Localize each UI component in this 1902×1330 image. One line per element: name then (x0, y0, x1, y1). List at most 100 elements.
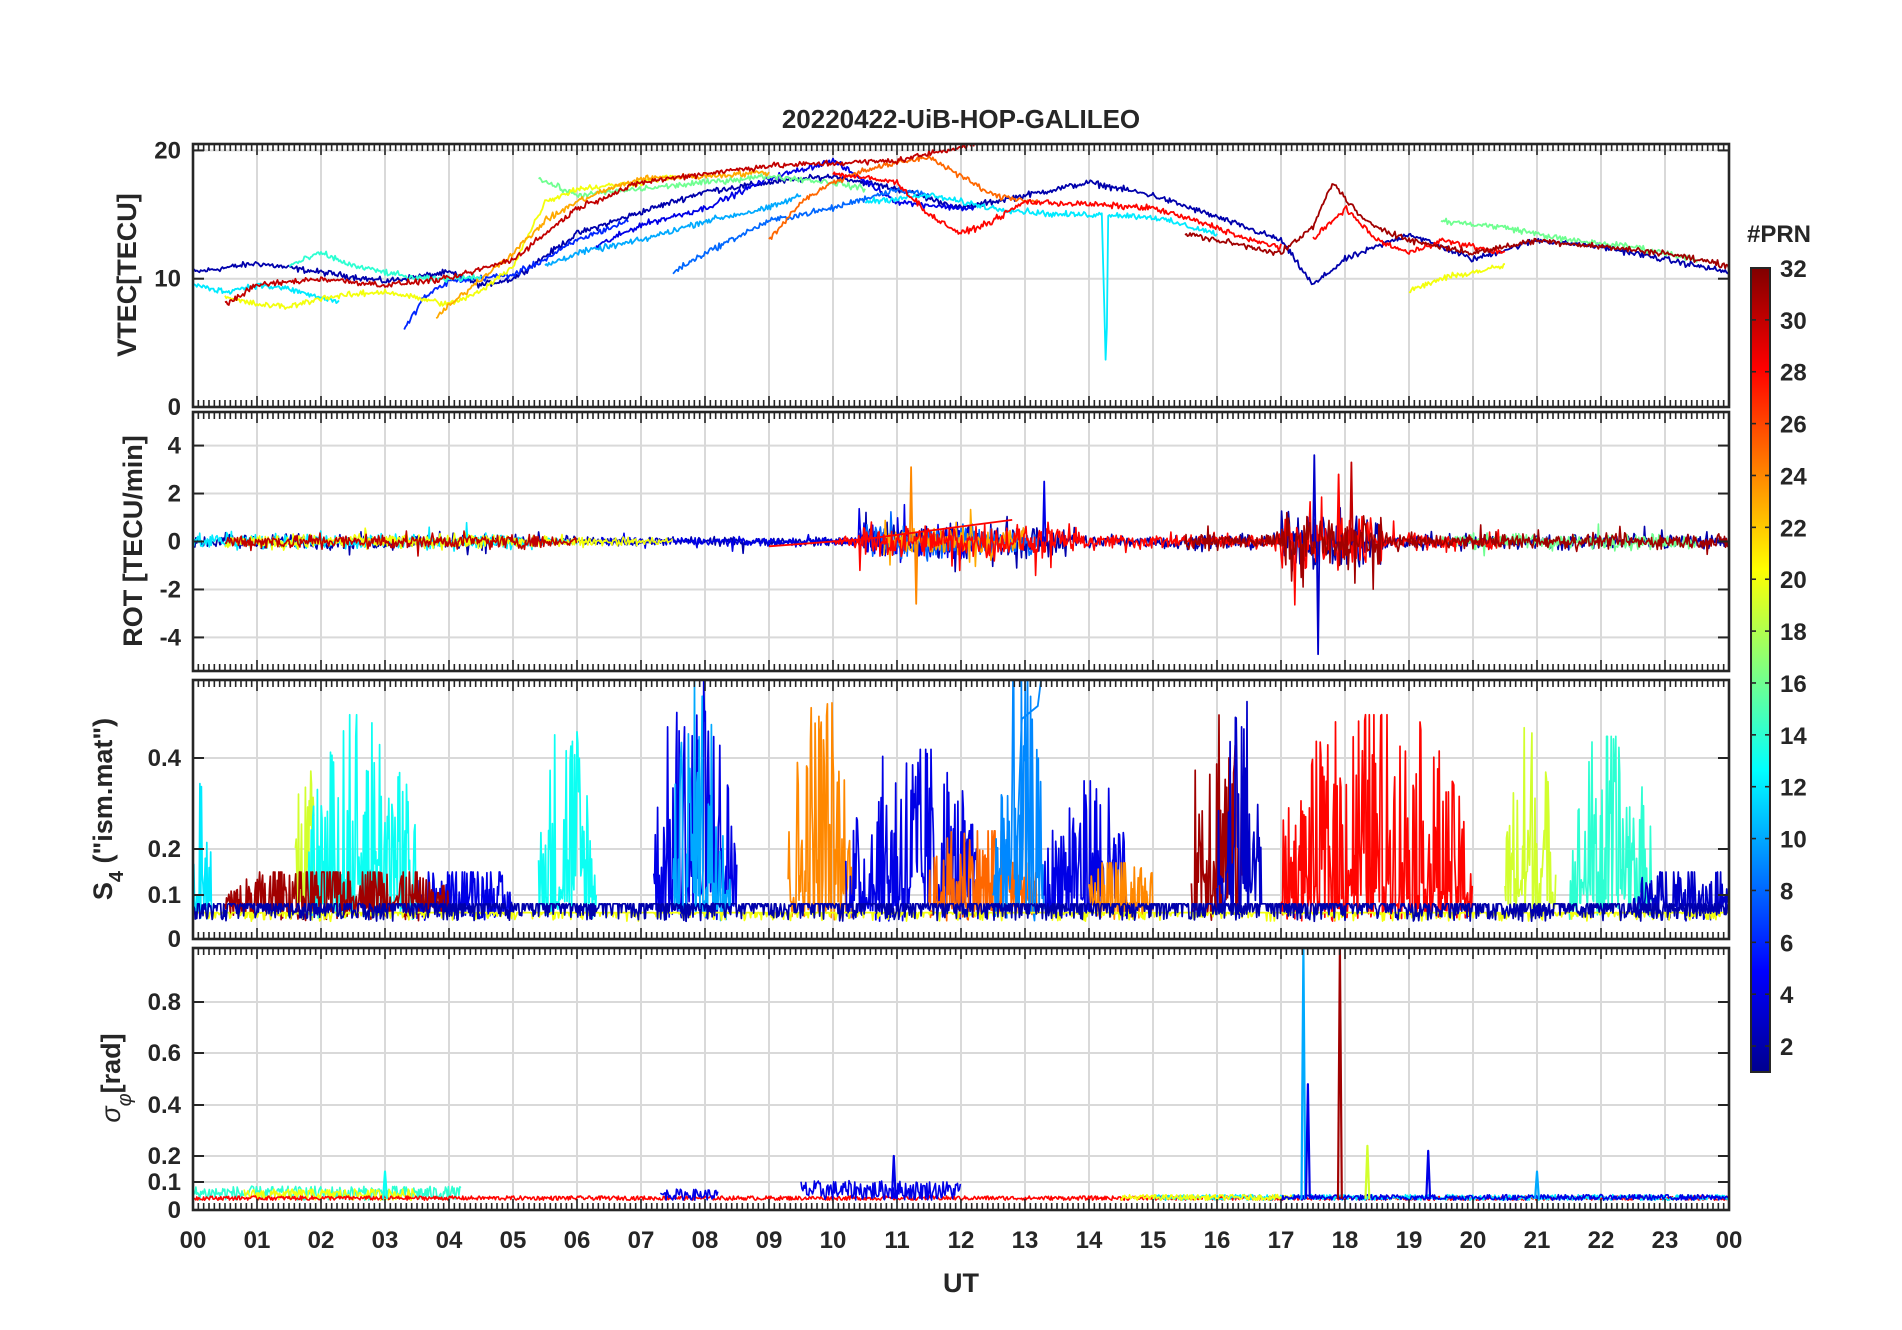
colorbar-tick-label: 18 (1780, 619, 1807, 646)
colorbar-tick-label: 12 (1780, 775, 1807, 802)
colorbar-tick-label: 20 (1780, 567, 1807, 594)
x-tick-label: 15 (1140, 1227, 1167, 1254)
series-line (890, 1154, 897, 1199)
y-tick-label: 0 (168, 1197, 181, 1224)
x-tick-label: 17 (1268, 1227, 1295, 1254)
series-line (1312, 454, 1317, 542)
x-tick-label: 03 (372, 1227, 399, 1254)
series-line (1440, 523, 1698, 557)
y-tick-label: 0.8 (148, 989, 181, 1016)
x-tick-label: 00 (180, 1227, 207, 1254)
s4-panel: 0 0.1 0.2 0.4 (148, 678, 1731, 953)
series-line (1280, 713, 1474, 922)
x-tick-label: 02 (308, 1227, 335, 1254)
series-line (193, 282, 340, 304)
x-tick-label: 13 (1012, 1227, 1039, 1254)
x-tick-label: 04 (436, 1227, 463, 1254)
series-line (1408, 263, 1506, 294)
y-tick-label: 0 (168, 529, 181, 556)
sigma-phi-panel: 00.10.2 0.4 0.6 0.8 00 01 02 03 04 05 06 07 08 09 10 11… (148, 946, 1743, 1254)
y-tick-label: 0.4 (148, 1092, 182, 1119)
y-tick-label: 0 (168, 926, 181, 953)
x-tick-label: 00 (1716, 1227, 1743, 1254)
y-tick-label: 10 (154, 266, 181, 293)
series-line (672, 185, 930, 275)
ylabel-vtec: VTEC[TECU] (112, 193, 142, 357)
series-line (1315, 541, 1321, 656)
y-tick-label: 0.6 (148, 1040, 181, 1067)
ylabel-rot: ROT [TECU/min] (118, 435, 148, 646)
colorbar-tick-label: 22 (1780, 515, 1807, 542)
colorbar-gradient (1750, 267, 1771, 1073)
y-tick-label: 0 (168, 394, 181, 421)
series-line (1042, 480, 1047, 542)
axes-frame (191, 678, 1731, 941)
series-line (1534, 1170, 1540, 1199)
series-line (1184, 511, 1729, 590)
series-line (224, 530, 578, 557)
series-line (1364, 1144, 1371, 1199)
y-tick-label: 0.1 (148, 882, 181, 909)
series-line (660, 1188, 719, 1201)
ylabel-sigma-rest: [rad] (96, 1033, 126, 1093)
x-tick-label: 18 (1332, 1227, 1359, 1254)
ylabel-s4-main: S (88, 882, 118, 900)
y-tick-label: 0.1 (148, 1169, 181, 1196)
x-tick-label: 10 (820, 1227, 847, 1254)
series-line (595, 157, 975, 249)
colorbar-label: #PRN (1747, 221, 1811, 248)
series-line (538, 172, 866, 199)
x-tick-label: 19 (1396, 1227, 1423, 1254)
colorbar-tick-label: 2 (1780, 1034, 1793, 1061)
series-line (1336, 473, 1341, 542)
y-tick-label: -4 (160, 624, 182, 651)
series-line (224, 871, 450, 922)
series-line (1184, 183, 1729, 270)
x-tick-label: 05 (500, 1227, 527, 1254)
series-line (914, 541, 919, 605)
x-tick-label: 22 (1588, 1227, 1615, 1254)
series-line (1304, 1083, 1311, 1199)
series-line (1088, 861, 1154, 920)
series-line (544, 193, 802, 267)
x-tick-label: 20 (1460, 1227, 1487, 1254)
series-line (1014, 680, 1042, 896)
colorbar-tick-label: 26 (1780, 412, 1807, 439)
ylabel-sigma-sub: φ (114, 1093, 136, 1106)
x-tick-label: 09 (756, 1227, 783, 1254)
axes-frame (191, 946, 1731, 1212)
x-tick-label: 21 (1524, 1227, 1551, 1254)
series-line (1120, 1193, 1294, 1201)
x-tick-label: 01 (244, 1227, 271, 1254)
series-line (1425, 1149, 1432, 1199)
y-tick-label: 4 (168, 433, 182, 460)
ylabel-s4-sub: 4 (106, 870, 128, 882)
x-tick-label: 14 (1076, 1227, 1103, 1254)
axes-frame (191, 410, 1731, 673)
x-tick-label: 06 (564, 1227, 591, 1254)
series-line (908, 466, 914, 542)
rot-panel: -4 -2 0 2 4 (160, 410, 1731, 673)
x-tick-label: 08 (692, 1227, 719, 1254)
series-line (382, 1170, 388, 1199)
series-line (832, 171, 1282, 251)
x-tick-label: 11 (884, 1227, 909, 1254)
series-line (1300, 948, 1307, 1199)
series-line (800, 1179, 962, 1201)
x-tick-label: 07 (628, 1227, 655, 1254)
y-tick-label: 20 (154, 137, 181, 164)
ylabel-sigma-main: σ (96, 1105, 126, 1123)
ylabel-sigma: σφ[rad] (96, 1033, 136, 1122)
colorbar-tick-label: 6 (1780, 930, 1793, 957)
colorbar-tick-label: 16 (1780, 671, 1807, 698)
series-line (403, 219, 629, 330)
series-line (1312, 205, 1506, 255)
colorbar-tick-label: 28 (1780, 360, 1807, 387)
series-line (1504, 726, 1557, 919)
series-line (1190, 714, 1243, 921)
x-tick-label: 12 (948, 1227, 975, 1254)
chart-title: 20220422-UiB-HOP-GALILEO (782, 104, 1140, 134)
series-line (537, 730, 598, 919)
y-tick-label: 0.4 (148, 745, 182, 772)
